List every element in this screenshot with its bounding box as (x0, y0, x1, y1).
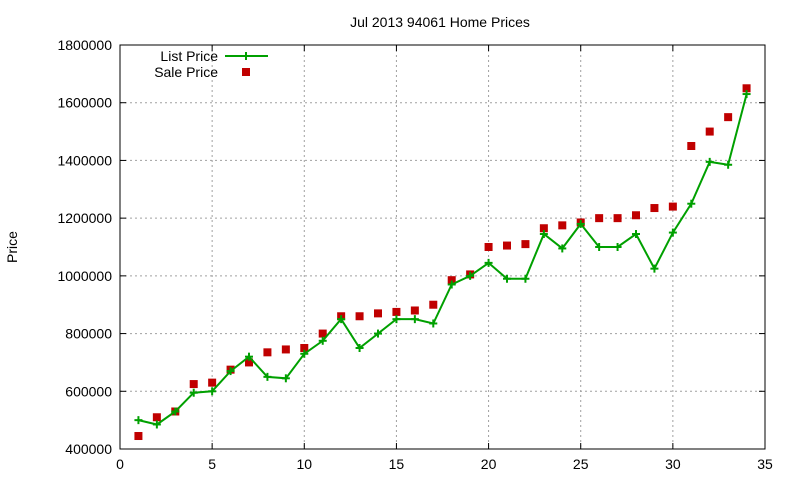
list-price-point (576, 219, 585, 228)
x-tick-label: 5 (208, 456, 216, 472)
sale-price-point (503, 241, 511, 250)
y-tick-label: 1200000 (57, 210, 112, 226)
sale-price-point (447, 276, 456, 285)
list-price-point (595, 243, 604, 251)
sale-price-point (263, 348, 272, 357)
sale-price-point (355, 312, 364, 321)
x-tick-label: 25 (573, 456, 589, 472)
sale-price-point (134, 432, 143, 441)
list-price-point (281, 374, 290, 383)
sale-price-point (742, 84, 751, 93)
list-price-point (558, 244, 567, 253)
sale-price-point (705, 127, 714, 136)
y-tick-label: 1600000 (57, 95, 112, 111)
list-price-point (447, 280, 456, 289)
sale-price-point (281, 345, 290, 354)
sale-price-point (668, 202, 677, 211)
list-price-point (374, 329, 382, 338)
list-price-point (742, 90, 751, 99)
list-price-point (632, 230, 640, 239)
list-price-point (226, 367, 235, 376)
list-price-line (138, 93, 748, 426)
sale-price-point (521, 240, 530, 249)
plot-frame (119, 44, 766, 450)
list-price-point (613, 243, 622, 251)
list-price-point (410, 315, 419, 324)
list-price-point (521, 274, 530, 283)
sale-price-point (208, 378, 217, 387)
list-price-point (668, 228, 677, 237)
sale-price-point (539, 224, 548, 233)
axes-layer: 0 5 10 15 20 25 30 35 400000 600000 800000 1000000 1… (57, 37, 773, 472)
list-price-point (134, 416, 143, 425)
series-layer (134, 84, 751, 441)
list-price-point (300, 349, 309, 358)
x-tick-label: 30 (665, 456, 681, 472)
y-tick-label: 600000 (65, 383, 112, 399)
list-price-point (650, 264, 659, 273)
sale-price-point (410, 306, 419, 315)
list-price-point (429, 319, 438, 328)
list-price-point (318, 336, 327, 345)
sale-price-point (724, 113, 733, 122)
list-price-point (687, 199, 696, 208)
x-tick-label: 20 (481, 456, 497, 472)
y-axis-label: Price (4, 231, 20, 263)
sale-price-point (595, 214, 604, 223)
list-price-point (208, 387, 217, 396)
sale-price-point (613, 214, 622, 223)
y-tick-label: 400000 (65, 441, 112, 457)
sale-price-point (392, 307, 401, 316)
list-price-point (152, 420, 161, 429)
legend-swatch-sale-square (242, 68, 250, 76)
sale-price-point (632, 211, 640, 220)
list-price-point (392, 315, 401, 324)
y-tick-label: 1800000 (57, 37, 112, 53)
sale-price-point (245, 358, 253, 367)
sale-price-point (374, 309, 382, 318)
x-tick-label: 10 (296, 456, 312, 472)
list-price-point (189, 388, 198, 397)
list-price-point (466, 271, 475, 280)
y-tick-label: 800000 (65, 326, 112, 342)
sale-price-point (687, 142, 696, 150)
sale-price-point (429, 300, 438, 309)
x-tick-label: 35 (757, 456, 773, 472)
legend-label-sale-price: Sale Price (154, 64, 218, 80)
chart-title: Jul 2013 94061 Home Prices (350, 14, 530, 30)
list-price-point (355, 344, 364, 352)
y-tick-label: 1000000 (57, 268, 112, 284)
list-price-point (337, 315, 346, 324)
sale-price-point (152, 413, 161, 422)
list-price-point (484, 258, 493, 267)
sale-price-point (300, 344, 309, 352)
grid-layer (120, 45, 765, 449)
legend-label-list-price: List Price (160, 48, 218, 64)
list-price-point (171, 407, 180, 416)
y-tick-label: 1400000 (57, 152, 112, 168)
x-tick-label: 15 (389, 456, 405, 472)
sale-price-point (558, 221, 567, 230)
sale-price-point (484, 243, 493, 251)
sale-price-point (318, 329, 327, 338)
list-price-point (539, 230, 548, 239)
list-price-point (503, 274, 511, 283)
sale-price-point (650, 204, 659, 213)
list-price-point (263, 372, 272, 381)
sale-price-point (189, 380, 198, 389)
x-tick-label: 0 (116, 456, 124, 472)
list-price-point (245, 352, 253, 361)
list-price-point (705, 157, 714, 166)
list-price-point (724, 160, 733, 169)
